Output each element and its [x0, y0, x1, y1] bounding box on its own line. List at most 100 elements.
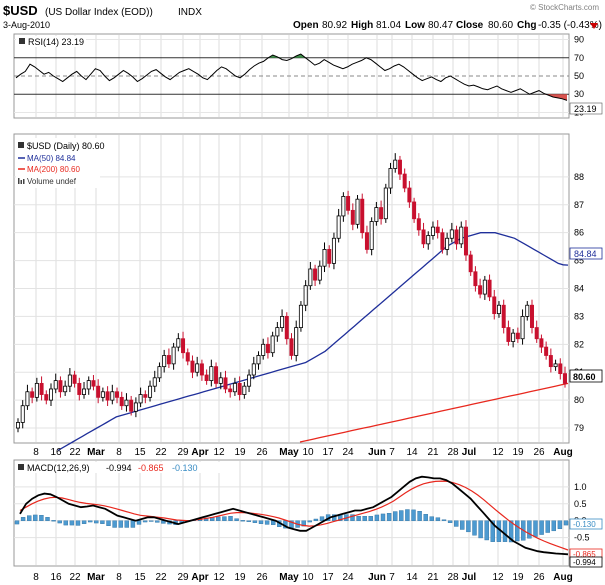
candle-body [426, 235, 431, 245]
candle-body [511, 332, 516, 342]
macd-histogram-bar [75, 520, 81, 526]
candle-body [534, 327, 539, 340]
candle-body [308, 268, 313, 287]
price-x-label: 12 [492, 447, 504, 458]
price-candle [185, 348, 190, 366]
price-y-axis: 88878685848382818079 [574, 172, 584, 433]
price-candle [482, 275, 487, 300]
price-candle [25, 384, 30, 410]
candle-body [364, 232, 369, 250]
macd-histogram-bar [228, 516, 233, 521]
candle-body [265, 343, 270, 354]
candle-body [53, 380, 58, 390]
price-x-label: Apr [191, 447, 208, 458]
candle-body [383, 187, 388, 220]
price-candle [275, 321, 280, 342]
macd-histogram-bar [301, 520, 306, 527]
candle-body [261, 343, 266, 356]
candle-body [544, 346, 549, 356]
price-candle [369, 217, 374, 256]
price-candle [265, 337, 270, 359]
price-candle [237, 376, 242, 401]
macd-y-axis: 1.00.50.0-0.5 [574, 482, 590, 543]
price-x-axis: 8 16 22 Mar 8 15 22 29 Apr 12 19 26 May 10 17 24 Jun 7 14 2… [33, 447, 573, 458]
symbol: $USD [3, 3, 38, 18]
price-candle [346, 190, 351, 215]
macd-histogram-bar [27, 515, 32, 521]
price-x-label: 26 [256, 447, 268, 458]
high-value: 81.04 [376, 20, 401, 31]
macd-signal-line [19, 480, 569, 551]
macd-histogram-bar [411, 509, 416, 521]
candle-body [185, 352, 190, 362]
candle-body [430, 226, 435, 236]
rsi-tick-50: 50 [574, 71, 584, 81]
macd-x-label: 8 [33, 572, 39, 583]
price-candle [379, 200, 384, 225]
macd-histogram-bar [81, 520, 87, 524]
price-candle [496, 301, 501, 318]
price-candle [53, 373, 58, 394]
candle-body [30, 391, 35, 398]
price-candle [544, 341, 549, 360]
candle-body [303, 285, 308, 306]
price-candle [515, 327, 520, 343]
candle-body [256, 355, 261, 365]
price-candle [228, 384, 233, 398]
price-candle [407, 181, 412, 208]
price-x-label: 15 [134, 447, 146, 458]
price-candle [190, 355, 195, 379]
candle-body [563, 373, 568, 384]
index-name: (US Dollar Index (EOD)) [45, 7, 153, 18]
candle-body [492, 296, 497, 315]
price-candle [96, 379, 101, 404]
price-candle [199, 359, 204, 381]
candle-body [34, 382, 39, 398]
macd-value-label: -0.994 [573, 558, 596, 567]
macd-histogram-bar [33, 514, 38, 521]
high-label: High [351, 20, 373, 31]
macd-x-label: Jul [462, 572, 477, 583]
macd-histogram-bar [447, 520, 453, 523]
macd-x-label: Jun [368, 572, 386, 583]
price-tick-87: 87 [574, 200, 584, 210]
price-candle [251, 356, 256, 380]
price-candle [115, 387, 120, 404]
candle-body [294, 327, 299, 356]
candle-body [195, 363, 200, 373]
candle-body [388, 168, 393, 189]
macd-histogram-bar [57, 520, 62, 524]
price-candle [15, 418, 20, 433]
macd-histogram-bar [502, 520, 508, 542]
price-candle [473, 266, 478, 292]
price-candle [100, 387, 105, 402]
rsi-legend-swatch [19, 38, 25, 44]
macd-histogram-bar [222, 516, 227, 521]
macd-x-label: 22 [155, 572, 167, 583]
macd-histogram-bar [508, 520, 514, 543]
candle-body [162, 355, 167, 368]
candle-body [355, 198, 360, 225]
legend-ma50: MA(50) 84.84 [27, 154, 76, 163]
macd-x-label: 26 [256, 572, 268, 583]
macd-x-label: 16 [50, 572, 62, 583]
candle-body [218, 377, 223, 384]
candle-body [214, 366, 219, 384]
macd-histogram-bar [234, 518, 239, 521]
macd-x-label: 29 [177, 572, 189, 583]
candle-body [176, 338, 181, 348]
price-tick-80: 80 [574, 395, 584, 405]
price-candle [138, 387, 143, 408]
price-candle [105, 386, 110, 406]
candle-body [280, 316, 285, 328]
macd-histogram-bar [258, 520, 264, 524]
macd-x-label: 15 [134, 572, 146, 583]
price-candle [336, 208, 341, 243]
candle-body [327, 249, 332, 264]
price-candle [176, 333, 181, 352]
price-candle [171, 342, 176, 370]
price-candle [397, 155, 402, 180]
price-candle [308, 261, 313, 290]
macd-histogram-bar [386, 513, 392, 521]
candle-body [138, 394, 143, 404]
